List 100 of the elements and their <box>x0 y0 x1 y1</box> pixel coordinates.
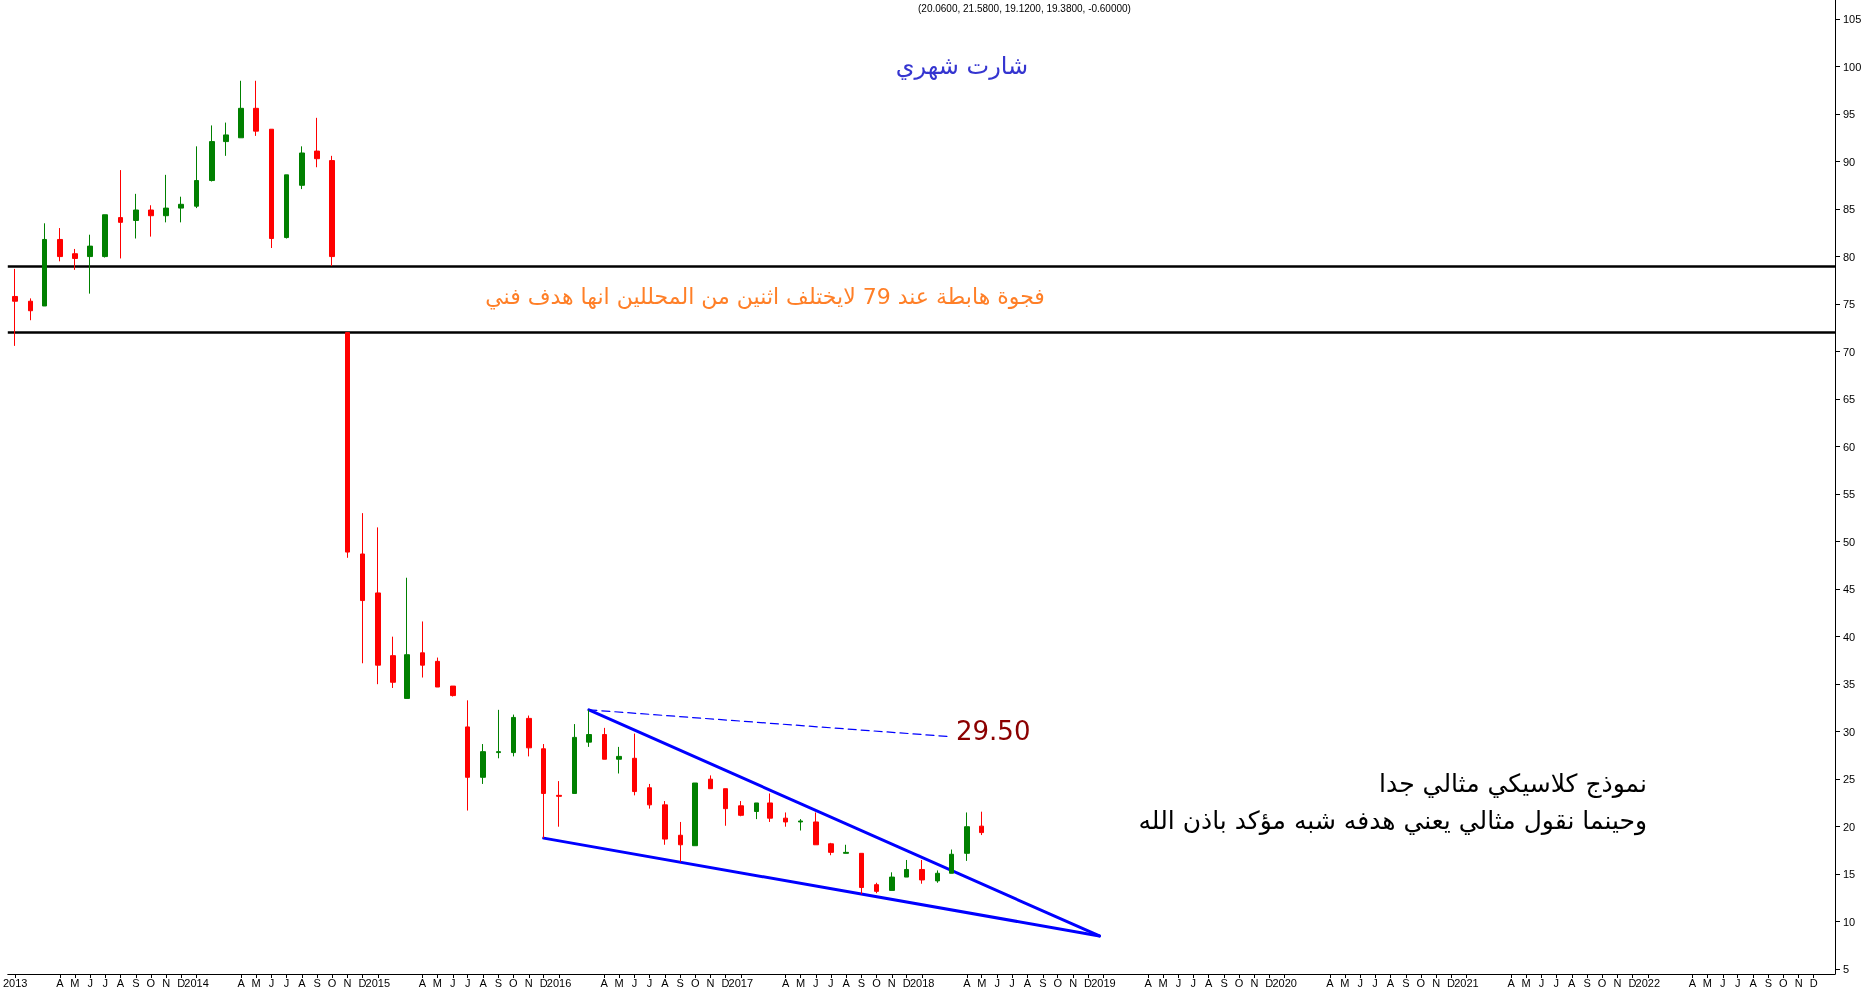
y-tick-label: 95 <box>1843 108 1856 121</box>
x-tick-label: O <box>1416 976 1426 989</box>
x-tick-label: J <box>1372 976 1378 989</box>
x-tick-label: O <box>690 976 700 989</box>
y-tick-label: 100 <box>1843 60 1862 73</box>
x-tick-label: A <box>1205 976 1214 989</box>
x-tick-label: S <box>313 976 321 989</box>
y-tick-label: 20 <box>1843 820 1856 833</box>
y-tick-label: 65 <box>1843 393 1856 406</box>
x-tick-label: 2016 <box>546 976 572 989</box>
x-tick-label: 2022 <box>1635 976 1660 989</box>
x-tick-label: 2021 <box>1454 976 1479 989</box>
x-tick-label: S <box>1764 976 1773 989</box>
y-tick-label: 10 <box>1843 915 1856 928</box>
x-tick-label: A <box>1688 976 1697 989</box>
y-tick-label: 90 <box>1843 155 1856 168</box>
x-tick-label: J <box>828 976 834 989</box>
x-tick-label: M <box>432 976 442 989</box>
x-tick-label: N <box>1613 976 1622 989</box>
annotation: فجوة هابطة عند 79 لايختلف اثنين من المحللين انها هدف فني <box>485 283 1045 310</box>
x-tick-label: S <box>494 976 503 989</box>
x-tick-label: M <box>1158 976 1168 989</box>
x-tick-label: A <box>1749 976 1758 989</box>
x-tick-label: A <box>661 976 670 989</box>
x-tick-label: J <box>813 976 819 989</box>
x-tick-label: A <box>1507 976 1516 989</box>
x-tick-label: N <box>1069 976 1078 989</box>
x-tick-label: J <box>1553 976 1560 989</box>
x-tick-label: A <box>963 976 972 989</box>
x-tick-label: A <box>1326 976 1335 989</box>
x-tick-label: N <box>162 976 171 989</box>
x-tick-label: A <box>56 976 65 989</box>
x-tick-label: D <box>1084 976 1093 989</box>
x-tick-label: J <box>464 976 471 989</box>
x-tick-label: D <box>1447 976 1456 989</box>
x-tick-label: 2020 <box>1272 976 1297 989</box>
y-tick-label: 55 <box>1843 488 1856 501</box>
x-tick-label: A <box>116 976 125 989</box>
y-tick-label: 40 <box>1843 630 1856 643</box>
y-tick-label: 45 <box>1843 583 1856 596</box>
x-tick-label: D <box>721 976 730 989</box>
x-tick-label: N <box>343 976 352 989</box>
x-tick-label: A <box>1023 976 1032 989</box>
x-tick-label: J <box>1009 976 1015 989</box>
x-tick-label: 2014 <box>184 976 209 989</box>
x-tick-label: S <box>1583 976 1591 989</box>
x-tick-label: A <box>418 976 427 989</box>
text: شارت شهري <box>895 52 1029 80</box>
x-tick-label: D <box>1265 976 1274 989</box>
y-tick-label: 80 <box>1843 250 1856 263</box>
x-tick-label: N <box>1432 976 1441 989</box>
x-tick-label: N <box>1794 976 1803 989</box>
x-tick-label: 2017 <box>728 976 754 989</box>
x-tick-label: M <box>795 976 806 989</box>
x-tick-label: J <box>87 976 93 989</box>
x-tick-label: S <box>1039 976 1047 989</box>
x-tick-label: J <box>283 976 290 989</box>
y-tick-label: 70 <box>1843 345 1856 358</box>
x-tick-label: O <box>509 976 519 989</box>
x-tick-label: A <box>237 976 246 989</box>
x-tick-label: J <box>1720 976 1726 989</box>
x-tick-label: J <box>1357 976 1363 989</box>
y-tick-label: 35 <box>1843 678 1856 691</box>
x-tick-label: A <box>1144 976 1153 989</box>
x-tick-label: M <box>614 976 624 989</box>
x-tick-label: N <box>706 976 715 989</box>
x-tick-label: O <box>1779 976 1789 989</box>
y-tick-label: 105 <box>1843 13 1862 25</box>
x-tick-label: M <box>251 976 261 989</box>
x-tick-label: N <box>1250 976 1259 989</box>
x-tick-label: M <box>977 976 987 989</box>
x-tick-label: J <box>450 976 456 989</box>
x-tick-label: 2018 <box>909 976 935 989</box>
x-tick-label: M <box>1702 976 1712 989</box>
y-tick-label: 5 <box>1843 963 1850 976</box>
annotation: وحينما نقول مثالي يعني هدفه شبه مؤكد باذن الله <box>1138 805 1647 836</box>
x-tick-label: O <box>327 976 337 989</box>
x-tick-label: J <box>1175 976 1182 989</box>
x-tick-label: M <box>1521 976 1531 989</box>
y-tick-label: 15 <box>1843 868 1856 881</box>
x-tick-label: O <box>872 976 882 989</box>
x-tick-label: N <box>524 976 533 989</box>
y-tick-label: 60 <box>1843 440 1856 453</box>
x-tick-label: S <box>857 976 866 989</box>
y-tick-label: 85 <box>1843 203 1856 216</box>
x-tick-label: J <box>994 976 1000 989</box>
x-tick-label: A <box>479 976 488 989</box>
x-tick-label: J <box>1538 976 1545 989</box>
x-tick-label: S <box>1402 976 1410 989</box>
y-tick-label: 25 <box>1843 773 1856 786</box>
x-tick-label: 2015 <box>365 976 391 989</box>
x-tick-label: S <box>676 976 684 989</box>
x-tick-label: D <box>539 976 548 989</box>
x-tick-label: O <box>1597 976 1607 989</box>
x-tick-label: S <box>1220 976 1228 989</box>
x-tick-label: J <box>1734 976 1741 989</box>
x-tick-label: J <box>268 976 275 989</box>
x-tick-label: D <box>902 976 911 989</box>
y-tick-label: 30 <box>1843 725 1856 738</box>
x-tick-label: A <box>298 976 307 989</box>
